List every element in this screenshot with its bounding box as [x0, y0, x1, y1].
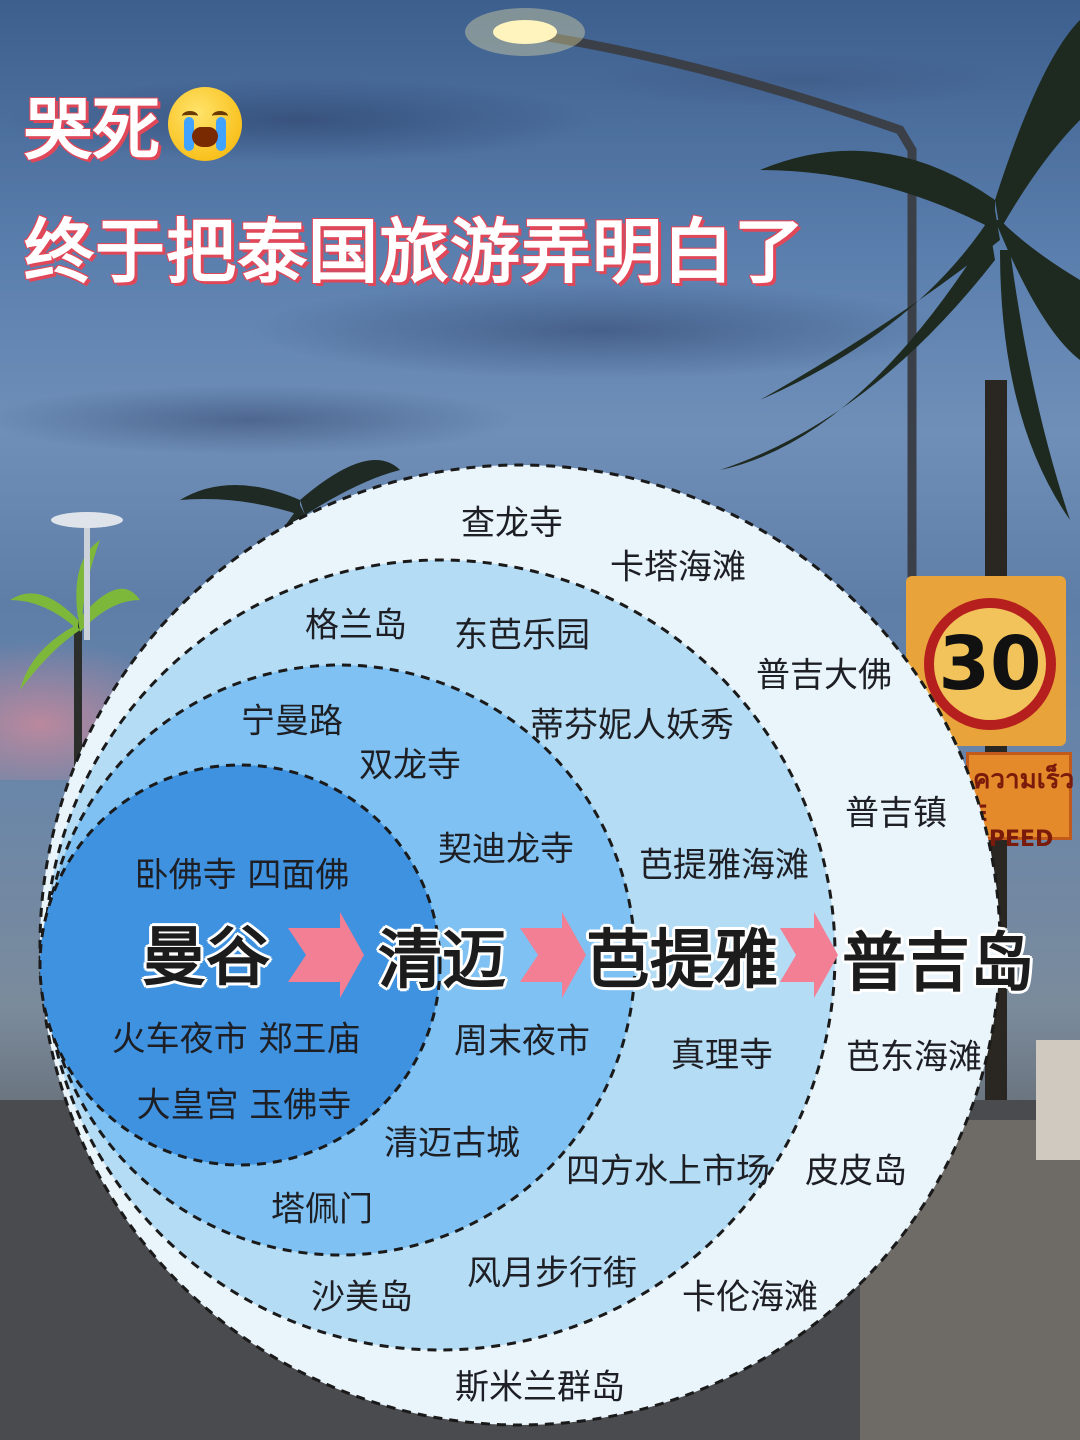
speed-warning-sign: ความเร็ว E SPEED — [966, 752, 1075, 852]
spot-nong-nooch: 东芭乐园 — [454, 615, 590, 656]
sign-thai-text: ความเร็ว — [973, 765, 1075, 795]
arrow-3 — [780, 912, 838, 998]
spot-koh-larn: 格兰岛 — [305, 605, 407, 646]
spot-chedi-luang: 契迪龙寺 — [438, 829, 574, 870]
spot-train-market-wat-arun: 火车夜市 郑王庙 — [111, 1019, 361, 1060]
spot-tiffany-show: 蒂芬妮人妖秀 — [530, 705, 734, 746]
spot-patong-beach: 芭东海滩 — [846, 1037, 982, 1078]
tower-light — [51, 512, 123, 528]
city-chiang-mai: 清迈 — [378, 924, 506, 998]
city-bangkok: 曼谷 — [142, 921, 270, 995]
wall — [1036, 1040, 1080, 1160]
title-line-1: 哭死 — [24, 74, 243, 173]
spot-wat-pho-erawan: 卧佛寺 四面佛 — [134, 855, 350, 896]
spot-tha-phae-gate: 塔佩门 — [271, 1189, 373, 1230]
spot-sanctuary-of-truth: 真理寺 — [671, 1035, 773, 1076]
spot-koh-samet: 沙美岛 — [311, 1277, 413, 1318]
spot-floating-market: 四方水上市场 — [566, 1151, 770, 1192]
tower-pole — [84, 520, 90, 640]
spot-walking-street: 风月步行街 — [467, 1253, 637, 1294]
spot-big-buddha: 普吉大佛 — [756, 655, 892, 696]
palm-fronds-left — [10, 540, 140, 690]
city-pattaya: 芭提雅 — [586, 924, 778, 998]
title-text-1: 哭死 — [24, 91, 161, 170]
street-light-lamp — [493, 20, 557, 44]
spot-karon-beach: 卡伦海滩 — [682, 1277, 818, 1318]
palm-fronds-right — [720, 20, 1080, 520]
spot-nimman-road: 宁曼路 — [241, 701, 343, 742]
spot-similan-islands: 斯米兰群岛 — [455, 1367, 625, 1408]
spot-doi-suthep: 双龙寺 — [359, 745, 461, 786]
title-line-2: 终于把泰国旅游弄明白了 — [24, 211, 805, 293]
street-light-pole — [529, 29, 917, 600]
spot-grand-palace-emerald-buddha: 大皇宫 玉佛寺 — [136, 1085, 352, 1126]
spot-pattaya-beach: 芭提雅海滩 — [639, 845, 809, 886]
ring-bangkok — [38, 763, 442, 1167]
spot-old-city: 清迈古城 — [384, 1123, 520, 1164]
spot-weekend-market: 周末夜市 — [454, 1021, 590, 1062]
speed-limit-number: 30 — [924, 598, 1056, 730]
crying-face-icon — [168, 86, 243, 161]
street-light-glow — [465, 8, 585, 56]
city-phuket: 普吉岛 — [842, 927, 1034, 1001]
spot-phuket-town: 普吉镇 — [845, 793, 947, 834]
spot-kata-beach: 卡塔海滩 — [610, 547, 746, 588]
spot-phi-phi-island: 皮皮岛 — [805, 1151, 907, 1192]
spot-chalong-temple: 查龙寺 — [461, 503, 563, 544]
arrow-2 — [520, 912, 586, 998]
arrow-1 — [288, 912, 364, 998]
